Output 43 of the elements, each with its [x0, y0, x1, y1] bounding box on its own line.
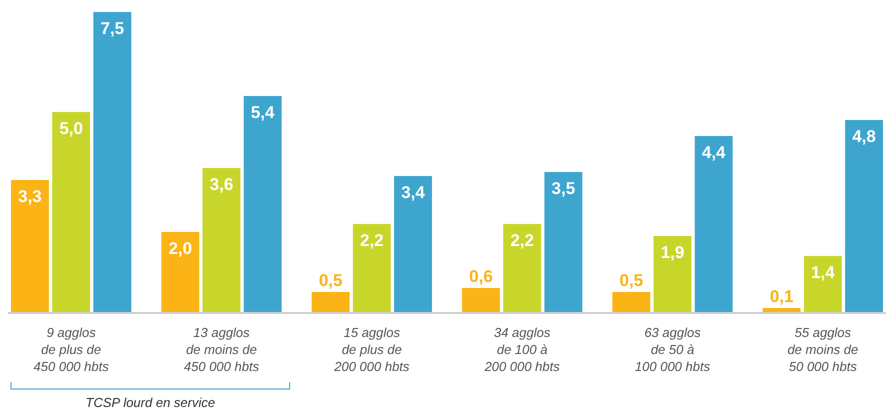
x-tick-label: 13 agglos de moins de 450 000 hbts	[184, 325, 260, 374]
bar	[394, 176, 432, 312]
x-tick-label: 55 agglos de moins de 50 000 hbts	[787, 325, 858, 374]
data-label: 3,6	[210, 175, 234, 194]
data-label: 0,5	[318, 271, 342, 290]
bar	[352, 224, 391, 312]
x-tick-label: 34 agglos de 100 à 200 000 hbts	[484, 325, 560, 374]
data-label: 2,2	[510, 231, 534, 250]
data-label: 2,0	[168, 239, 192, 258]
data-label: 2,2	[360, 231, 384, 250]
bar	[244, 96, 282, 312]
x-tick-label: 15 agglos de plus de 200 000 hbts	[333, 325, 410, 374]
bar	[612, 292, 650, 312]
bar	[93, 12, 132, 312]
bar	[694, 136, 733, 312]
x-tick-label: 9 agglos de plus de 450 000 hbts	[34, 325, 110, 374]
bar	[804, 256, 842, 312]
bar	[654, 236, 692, 312]
bar	[762, 308, 801, 312]
data-label: 5,0	[59, 119, 83, 138]
data-label: 7,5	[100, 19, 124, 38]
bar	[845, 120, 883, 312]
x-tick-label: 63 agglos de 50 à 100 000 hbts	[634, 325, 711, 374]
data-label: 4,8	[852, 127, 876, 146]
bar	[462, 288, 500, 312]
data-label: 4,4	[702, 143, 726, 162]
bar	[312, 292, 350, 312]
data-label: 1,4	[811, 263, 836, 282]
data-label: 3,3	[18, 187, 42, 206]
data-label: 3,4	[401, 183, 426, 202]
bar	[11, 180, 49, 312]
data-label: 0,5	[620, 271, 644, 290]
bar	[52, 112, 90, 312]
bar	[503, 224, 542, 312]
data-label: 0,1	[770, 287, 794, 306]
bar	[544, 172, 582, 312]
data-label: 5,4	[250, 103, 276, 122]
data-label: 3,5	[552, 179, 576, 198]
text: TCSP lourd en service	[86, 395, 216, 410]
data-label: 0,6	[469, 267, 493, 286]
data-label: 1,9	[660, 243, 684, 262]
bar	[202, 168, 240, 312]
bar	[161, 232, 200, 312]
